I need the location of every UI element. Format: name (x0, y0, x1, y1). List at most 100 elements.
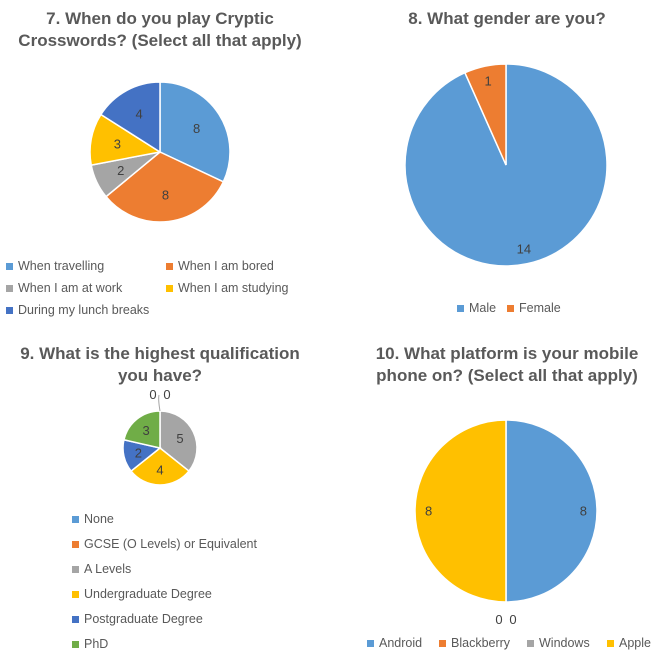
chart-8-legend-swatch-1 (457, 304, 464, 312)
chart-9-leader-line (158, 394, 161, 412)
chart-9-title: 9. What is the highest qualification you… (0, 343, 320, 387)
chart-9-legend-swatch-1 (72, 515, 79, 523)
chart-7-legend-label-3: When I am at work (18, 281, 123, 295)
chart-10-data-label-3: 0 (509, 612, 516, 627)
chart-9-slice-3 (159, 410, 198, 473)
chart-7-legend-label-5: During my lunch breaks (18, 303, 150, 317)
chart-9-legend-label-1: None (84, 512, 114, 526)
chart-9-legend-label-4: Undergraduate Degree (84, 587, 212, 601)
chart-7-legend-label-1: When travelling (18, 259, 105, 273)
chart-10-legend-label-1: Android (379, 636, 423, 650)
chart-7-data-label-5: 4 (135, 106, 142, 121)
chart-10-legend-item-2: Blackberry (439, 636, 510, 650)
chart-9-legend-swatch-5 (72, 615, 79, 623)
chart-8-legend-swatch-2 (507, 304, 514, 312)
chart-7-legend-item-2: When I am bored (166, 259, 274, 273)
chart-8-title: 8. What gender are you? (345, 8, 669, 30)
chart-7-data-label-3: 2 (117, 163, 124, 178)
chart-7-legend-item-1: When travelling (6, 259, 104, 273)
chart-9-pie: 5 423 0 0 (122, 387, 198, 486)
chart-9-legend-label-5: Postgraduate Degree (84, 612, 203, 626)
chart-9-legend-item-3: A Levels (72, 562, 131, 576)
chart-7-legend-swatch-2 (166, 262, 173, 270)
chart-8-legend-label-2: Female (519, 301, 561, 315)
chart-10-legend-item-3: Windows (527, 636, 590, 650)
chart-10-legend-label-3: Windows (539, 636, 590, 650)
chart-8-data-label-2: 1 (485, 74, 492, 89)
chart-8-legend: Male Female (345, 0, 669, 330)
chart-10-panel: 10. What platform is your mobile phone o… (345, 335, 669, 659)
chart-9-legend-item-6: PhD (72, 637, 108, 651)
chart-10-legend-swatch-3 (527, 639, 534, 647)
chart-7-legend-label-2: When I am bored (178, 259, 274, 273)
chart-10-legend-swatch-2 (439, 639, 446, 647)
chart-9-data-label-6: 3 (143, 423, 150, 438)
chart-10-legend-label-2: Blackberry (451, 636, 511, 650)
chart-10-slice-4 (414, 419, 507, 603)
chart-10-legend-item-1: Android (367, 636, 422, 650)
chart-10-legend-swatch-1 (367, 639, 374, 647)
chart-7-legend-label-4: When I am studying (178, 281, 289, 295)
chart-9-data-label-1: 0 (149, 387, 156, 402)
chart-9-legend: None GCSE (O Levels) or Equivalent A Lev… (0, 335, 320, 659)
chart-10-title-line-2: phone on? (Select all that apply) (376, 366, 638, 385)
chart-7-title-line-1: 7. When do you play Cryptic (46, 9, 274, 28)
chart-9-panel: 9. What is the highest qualification you… (0, 335, 320, 659)
chart-7-data-label-4: 3 (114, 136, 121, 151)
chart-10-legend-label-4: Apple (619, 636, 651, 650)
chart-8-legend-item-2: Female (507, 301, 561, 315)
chart-8-panel: 8. What gender are you? 14 1 Male Female (345, 0, 669, 330)
chart-10-pie: 8 8 0 0 (414, 419, 598, 627)
chart-7-legend-swatch-4 (166, 284, 173, 292)
chart-9-slice-6 (123, 410, 161, 449)
chart-9-data-label-4: 4 (156, 463, 163, 478)
chart-10-slice-1 (505, 419, 598, 603)
chart-10-legend: Android Blackberry Windows Apple (345, 335, 669, 659)
chart-7-slice-5 (99, 81, 161, 154)
chart-9-data-label-2: 0 (163, 387, 170, 402)
chart-9-legend-label-3: A Levels (84, 562, 132, 576)
chart-10-legend-item-4: Apple (607, 636, 651, 650)
chart-9-data-label-3: 5 (176, 431, 183, 446)
chart-7-slice-2 (105, 151, 225, 223)
chart-10-title-line-1: 10. What platform is your mobile (375, 344, 639, 363)
chart-7-legend: When travelling When I am bored When I a… (0, 0, 320, 330)
chart-9-legend-label-2: GCSE (O Levels) or Equivalent (84, 537, 257, 551)
chart-7-legend-swatch-1 (6, 262, 13, 270)
chart-7-legend-item-4: When I am studying (166, 281, 288, 295)
chart-10-title: 10. What platform is your mobile phone o… (345, 343, 669, 387)
chart-7-legend-item-5: During my lunch breaks (6, 303, 149, 317)
chart-9-title-line-2: you have? (117, 366, 203, 385)
chart-9-legend-item-1: None (72, 512, 114, 526)
chart-8-legend-item-1: Male (457, 301, 496, 315)
chart-10-data-label-1: 8 (580, 504, 587, 519)
chart-7-legend-swatch-5 (6, 306, 13, 314)
chart-7-title: 7. When do you play Cryptic Crosswords? … (0, 8, 320, 52)
chart-7-pie: 8 8 2 34 (89, 81, 231, 223)
chart-10-data-label-4: 8 (425, 504, 432, 519)
chart-8-legend-label-1: Male (469, 301, 497, 315)
chart-7-legend-swatch-3 (6, 284, 13, 292)
chart-9-legend-swatch-2 (72, 540, 79, 548)
chart-9-data-label-5: 2 (135, 445, 142, 460)
chart-8-slice-2 (463, 63, 507, 166)
chart-9-title-line-1: 9. What is the highest qualification (20, 344, 300, 363)
chart-8-title-line-1: 8. What gender are you? (408, 9, 606, 28)
chart-7-panel: 7. When do you play Cryptic Crosswords? … (0, 0, 320, 330)
chart-9-legend-swatch-6 (72, 640, 79, 648)
chart-9-legend-item-4: Undergraduate Degree (72, 587, 212, 601)
chart-7-data-label-2: 8 (162, 188, 169, 203)
chart-9-legend-item-2: GCSE (O Levels) or Equivalent (72, 537, 257, 551)
chart-10-data-label-2: 0 (495, 612, 502, 627)
chart-8-data-label-1: 14 (517, 241, 531, 256)
chart-7-legend-item-3: When I am at work (6, 281, 122, 295)
chart-7-data-label-1: 8 (193, 121, 200, 136)
chart-9-legend-swatch-3 (72, 565, 79, 573)
chart-7-title-line-2: Crosswords? (Select all that apply) (18, 31, 302, 50)
chart-8-pie: 14 1 (404, 63, 608, 267)
chart-9-slice-4 (130, 447, 190, 486)
chart-10-legend-swatch-4 (607, 639, 614, 647)
chart-9-legend-item-5: Postgraduate Degree (72, 612, 203, 626)
chart-9-legend-swatch-4 (72, 590, 79, 598)
chart-7-slice-1 (159, 81, 231, 183)
